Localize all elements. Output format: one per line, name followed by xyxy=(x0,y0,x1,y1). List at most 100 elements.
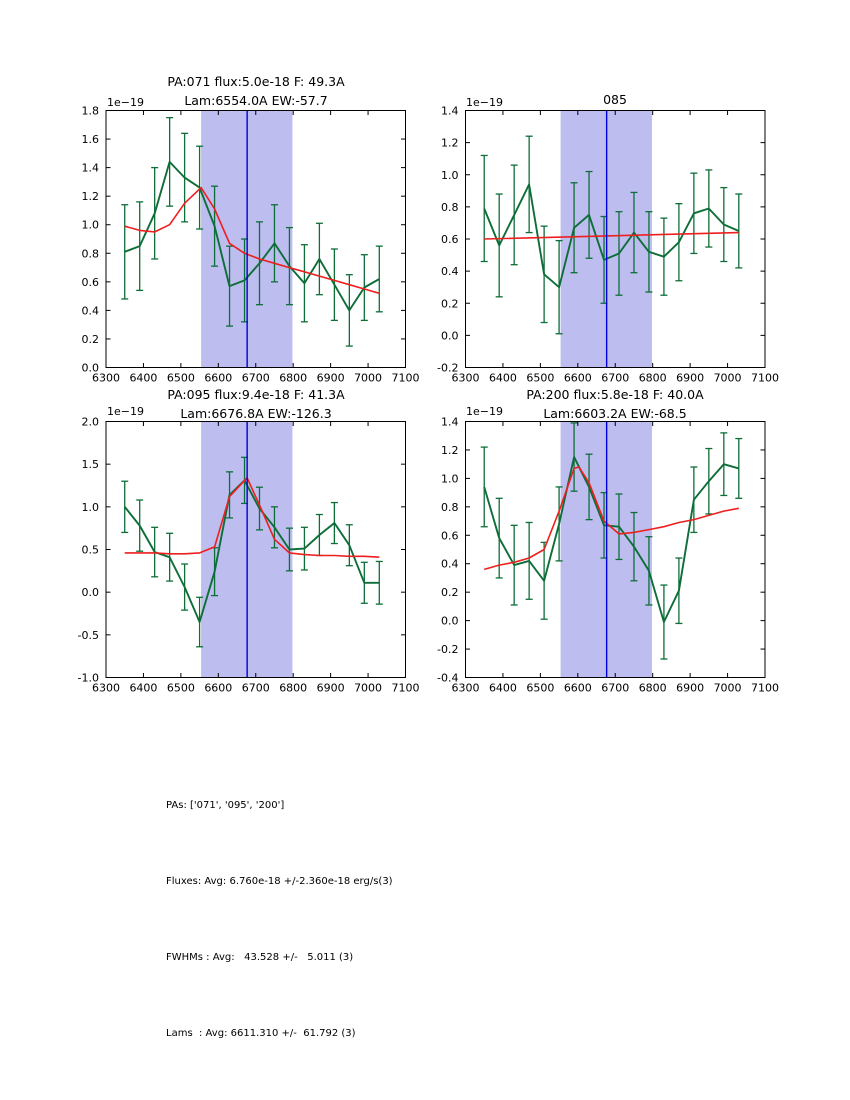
svg-text:6500: 6500 xyxy=(167,372,195,385)
svg-text:7100: 7100 xyxy=(392,372,420,385)
svg-text:0.0: 0.0 xyxy=(82,586,100,599)
svg-text:6800: 6800 xyxy=(279,372,307,385)
svg-text:-0.4: -0.4 xyxy=(437,672,458,685)
svg-text:7100: 7100 xyxy=(751,372,779,385)
svg-text:6800: 6800 xyxy=(639,372,667,385)
svg-text:6500: 6500 xyxy=(167,682,195,695)
svg-text:6700: 6700 xyxy=(601,682,629,695)
svg-text:6800: 6800 xyxy=(639,682,667,695)
summary-line-lams: Lams : Avg: 6611.310 +/- 61.792 (3) xyxy=(166,1028,356,1040)
spectrum-line xyxy=(124,160,380,312)
svg-text:0.6: 0.6 xyxy=(82,276,100,289)
plot1-title-line2: Lam:6554.0A EW:-57.7 xyxy=(184,93,328,108)
svg-text:0.5: 0.5 xyxy=(82,544,100,557)
svg-text:0.8: 0.8 xyxy=(82,247,100,260)
svg-text:6700: 6700 xyxy=(242,682,270,695)
svg-text:1.2: 1.2 xyxy=(82,190,100,203)
plot3-title-line1: PA:095 flux:9.4e-18 F: 41.3A xyxy=(167,387,345,402)
svg-text:2.0: 2.0 xyxy=(82,416,100,429)
svg-text:-1.0: -1.0 xyxy=(78,672,99,685)
plot2-title-line1: 085 xyxy=(603,92,627,107)
fit-line xyxy=(124,476,380,558)
svg-text:1.0: 1.0 xyxy=(82,501,100,514)
svg-text:6700: 6700 xyxy=(242,372,270,385)
summary-line-fwhms: FWHMs : Avg: 43.528 +/- 5.011 (3) xyxy=(166,952,354,964)
plot4-title-line1: PA:200 flux:5.8e-18 F: 40.0A xyxy=(526,387,704,402)
plot3-y-scale-label: 1e−19 xyxy=(107,405,144,418)
svg-text:1.0: 1.0 xyxy=(441,472,459,485)
svg-text:0.0: 0.0 xyxy=(82,362,100,375)
svg-text:-0.5: -0.5 xyxy=(78,629,99,642)
svg-text:0.4: 0.4 xyxy=(82,304,100,317)
fit-line xyxy=(484,231,739,240)
svg-text:-0.2: -0.2 xyxy=(437,643,458,656)
svg-text:6500: 6500 xyxy=(526,372,554,385)
svg-text:6900: 6900 xyxy=(676,682,704,695)
svg-text:6900: 6900 xyxy=(676,372,704,385)
svg-text:1.0: 1.0 xyxy=(441,169,459,182)
spectrum-line xyxy=(123,479,380,623)
svg-text:0.2: 0.2 xyxy=(441,297,459,310)
fit-line xyxy=(483,466,739,571)
svg-text:0.0: 0.0 xyxy=(441,615,459,628)
svg-text:6400: 6400 xyxy=(129,682,157,695)
svg-text:7100: 7100 xyxy=(392,682,420,695)
svg-text:6500: 6500 xyxy=(526,682,554,695)
svg-text:6900: 6900 xyxy=(317,682,345,695)
svg-text:6300: 6300 xyxy=(92,682,120,695)
svg-text:6900: 6900 xyxy=(317,372,345,385)
svg-text:1.4: 1.4 xyxy=(441,105,459,118)
plot2-title: 085 xyxy=(465,90,765,109)
svg-text:0.4: 0.4 xyxy=(441,558,459,571)
svg-text:0.8: 0.8 xyxy=(441,501,459,514)
svg-text:0.0: 0.0 xyxy=(441,329,459,342)
svg-text:6600: 6600 xyxy=(564,372,592,385)
plot2-y-scale-label: 1e−19 xyxy=(466,96,503,109)
svg-text:0.6: 0.6 xyxy=(441,233,459,246)
svg-text:1.5: 1.5 xyxy=(82,458,100,471)
svg-text:0.2: 0.2 xyxy=(82,333,100,346)
svg-text:1.8: 1.8 xyxy=(82,105,100,118)
svg-text:1.2: 1.2 xyxy=(441,444,459,457)
svg-text:6700: 6700 xyxy=(601,372,629,385)
plot1-title: PA:071 flux:5.0e-18 F: 49.3A Lam:6554.0A… xyxy=(106,72,406,110)
plot1-title-line1: PA:071 flux:5.0e-18 F: 49.3A xyxy=(167,74,345,89)
plot3-title: PA:095 flux:9.4e-18 F: 41.3A Lam:6676.8A… xyxy=(106,385,406,423)
svg-text:6800: 6800 xyxy=(279,682,307,695)
svg-text:1.4: 1.4 xyxy=(82,162,100,175)
svg-text:6600: 6600 xyxy=(564,682,592,695)
plots-canvas: 6300 6400 6500 6600 6700 6800 6900 7000 7100 0.0 0… xyxy=(78,105,779,695)
svg-text:0.6: 0.6 xyxy=(441,529,459,542)
svg-text:6300: 6300 xyxy=(452,372,480,385)
svg-text:0.2: 0.2 xyxy=(441,586,459,599)
svg-text:7100: 7100 xyxy=(751,682,779,695)
svg-text:7000: 7000 xyxy=(354,682,382,695)
svg-text:6400: 6400 xyxy=(489,372,517,385)
plot4-y-scale-label: 1e−19 xyxy=(466,405,503,418)
svg-text:0.8: 0.8 xyxy=(441,201,459,214)
svg-text:1.2: 1.2 xyxy=(441,137,459,150)
plot3-title-line2: Lam:6676.8A EW:-126.3 xyxy=(180,406,332,421)
svg-text:6300: 6300 xyxy=(92,372,120,385)
svg-text:1.0: 1.0 xyxy=(82,219,100,232)
plot4-title-line2: Lam:6603.2A EW:-68.5 xyxy=(543,406,687,421)
svg-text:-0.2: -0.2 xyxy=(437,362,458,375)
svg-text:7000: 7000 xyxy=(354,372,382,385)
plot1-y-scale-label: 1e−19 xyxy=(107,96,144,109)
svg-text:1.6: 1.6 xyxy=(82,133,100,146)
svg-text:6600: 6600 xyxy=(204,372,232,385)
svg-text:6600: 6600 xyxy=(204,682,232,695)
svg-text:7000: 7000 xyxy=(714,682,742,695)
fit-line xyxy=(124,186,380,295)
summary-line-fluxes: Fluxes: Avg: 6.760e-18 +/-2.360e-18 erg/… xyxy=(166,876,393,888)
svg-text:0.4: 0.4 xyxy=(441,265,459,278)
svg-text:7000: 7000 xyxy=(714,372,742,385)
summary-line-pas: PAs: ['071', '095', '200'] xyxy=(166,799,285,811)
svg-text:6300: 6300 xyxy=(452,682,480,695)
svg-text:6400: 6400 xyxy=(489,682,517,695)
spectrum-line xyxy=(483,183,740,289)
svg-text:6400: 6400 xyxy=(129,372,157,385)
plot4-title: PA:200 flux:5.8e-18 F: 40.0A Lam:6603.2A… xyxy=(465,385,765,423)
summary-block: PAs: ['071', '095', '200'] Fluxes: Avg: … xyxy=(166,742,393,1100)
